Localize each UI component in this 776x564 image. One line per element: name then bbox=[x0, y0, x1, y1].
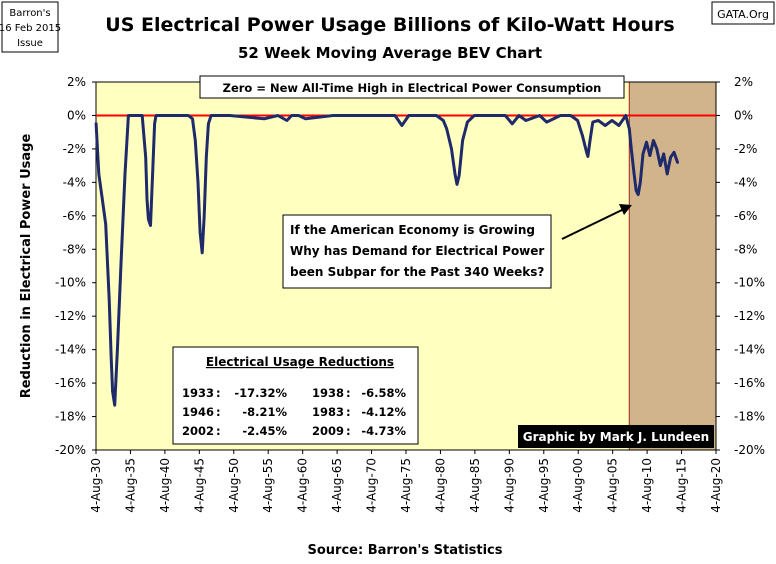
chart-title: US Electrical Power Usage Billions of Ki… bbox=[105, 14, 674, 36]
x-tick-label: 4-Aug-45 bbox=[192, 458, 206, 513]
y-tick-label: -12% bbox=[55, 309, 86, 323]
x-axis: 4-Aug-30 4-Aug-35 4-Aug-40 4-Aug-45 4-Aug-50… bbox=[89, 450, 723, 513]
x-tick-label: 4-Aug-95 bbox=[537, 458, 551, 513]
y-axis-right: 2% 0% -2% -4% -6% -8% -10% -12% -14% -16% -18% -20% bbox=[716, 75, 765, 457]
x-tick-label: 4-Aug-20 bbox=[709, 458, 723, 513]
y-tick-label: 2% bbox=[67, 75, 86, 89]
x-tick-label: 4-Aug-15 bbox=[675, 458, 689, 513]
source-line-1: Barron's bbox=[9, 8, 50, 19]
question-line-3: been Subpar for the Past 340 Weeks? bbox=[290, 265, 544, 279]
credit-box bbox=[711, 1, 775, 25]
reductions-row: 2002 : -2.45% 2009 : -4.73% bbox=[182, 424, 406, 438]
x-tick-label: 4-Aug-50 bbox=[227, 458, 241, 513]
x-tick-label: 4-Aug-55 bbox=[261, 458, 275, 513]
author-credit-box bbox=[518, 425, 714, 448]
y-tick-label: -18% bbox=[55, 410, 86, 424]
question-line-1: If the American Economy is Growing bbox=[290, 223, 535, 237]
y-axis-label: Reduction in Electrical Power Usage bbox=[19, 134, 34, 399]
row-left-colon: : bbox=[216, 386, 221, 400]
series-group bbox=[94, 114, 679, 407]
source-line-2: 16 Feb 2015 bbox=[0, 23, 61, 34]
author-credit-text: Graphic by Mark J. Lundeen bbox=[523, 430, 709, 444]
annotation-arrow bbox=[561, 208, 625, 240]
highlight-region bbox=[629, 82, 716, 450]
y-tick-label: -12% bbox=[734, 309, 765, 323]
y-tick-label: -2% bbox=[63, 142, 86, 156]
y-tick-label: -8% bbox=[63, 242, 86, 256]
reductions-row: 1933 : -17.32% 1938 : -6.58% bbox=[182, 386, 406, 400]
y-tick-label: -2% bbox=[734, 142, 757, 156]
row-right-year: 2009 bbox=[312, 424, 344, 438]
y-tick-label: -20% bbox=[734, 443, 765, 457]
annotation-arrowhead bbox=[619, 204, 632, 215]
y-tick-label: -18% bbox=[734, 410, 765, 424]
y-tick-label: -4% bbox=[734, 175, 757, 189]
row-left-colon: : bbox=[216, 424, 221, 438]
x-tick-label: 4-Aug-85 bbox=[468, 458, 482, 513]
y-tick-label: -6% bbox=[734, 209, 757, 223]
row-right-year: 1938 bbox=[312, 386, 344, 400]
row-left-value: -2.45% bbox=[242, 424, 287, 438]
y-tick-label: -4% bbox=[63, 175, 86, 189]
x-tick-label: 4-Aug-75 bbox=[399, 458, 413, 513]
series-line bbox=[94, 114, 679, 407]
y-axis-left: 2% 0% -2% -4% -6% -8% -10% -12% -14% -16% -18% -20% bbox=[55, 75, 96, 457]
reductions-row: 1946 : -8.21% 1983 : -4.12% bbox=[182, 405, 406, 419]
source-line-3: Issue bbox=[17, 38, 43, 49]
y-tick-label: -8% bbox=[734, 242, 757, 256]
y-tick-label: -20% bbox=[55, 443, 86, 457]
x-tick-label: 4-Aug-40 bbox=[158, 458, 172, 513]
x-tick-label: 4-Aug-80 bbox=[433, 458, 447, 513]
y-tick-label: -14% bbox=[55, 343, 86, 357]
row-right-value: -4.12% bbox=[361, 405, 406, 419]
row-left-value: -8.21% bbox=[242, 405, 287, 419]
x-tick-label: 4-Aug-00 bbox=[571, 458, 585, 513]
zero-note-box bbox=[199, 75, 625, 99]
row-left-colon: : bbox=[216, 405, 221, 419]
y-tick-label: -16% bbox=[734, 376, 765, 390]
row-right-year: 1983 bbox=[312, 405, 344, 419]
row-right-colon: : bbox=[346, 424, 351, 438]
row-left-year: 1946 bbox=[182, 405, 214, 419]
x-tick-label: 4-Aug-10 bbox=[640, 458, 654, 513]
row-left-value: -17.32% bbox=[234, 386, 287, 400]
row-right-colon: : bbox=[346, 405, 351, 419]
y-tick-label: -6% bbox=[63, 209, 86, 223]
y-tick-label: -16% bbox=[55, 376, 86, 390]
row-left-year: 1933 bbox=[182, 386, 214, 400]
x-tick-label: 4-Aug-35 bbox=[123, 458, 137, 513]
question-line-2: Why has Demand for Electrical Power bbox=[290, 244, 544, 258]
y-tick-label: 2% bbox=[734, 75, 753, 89]
credit-text: GATA.Org bbox=[717, 8, 769, 21]
y-tick-label: 0% bbox=[67, 108, 86, 122]
x-tick-label: 4-Aug-70 bbox=[365, 458, 379, 513]
y-tick-label: -10% bbox=[55, 276, 86, 290]
x-tick-label: 4-Aug-90 bbox=[502, 458, 516, 513]
x-tick-label: 4-Aug-05 bbox=[606, 458, 620, 513]
row-left-year: 2002 bbox=[182, 424, 214, 438]
question-box bbox=[282, 214, 552, 289]
x-axis-label: Source: Barron's Statistics bbox=[307, 543, 502, 558]
reductions-table-title: Electrical Usage Reductions bbox=[206, 355, 394, 369]
source-box bbox=[1, 1, 59, 53]
x-tick-label: 4-Aug-30 bbox=[89, 458, 103, 513]
y-tick-label: 0% bbox=[734, 108, 753, 122]
row-right-value: -4.73% bbox=[361, 424, 406, 438]
chart-subtitle: 52 Week Moving Average BEV Chart bbox=[238, 44, 542, 62]
reductions-table bbox=[172, 346, 419, 445]
zero-note-text: Zero = New All-Time High in Electrical P… bbox=[223, 81, 602, 95]
x-tick-label: 4-Aug-60 bbox=[296, 458, 310, 513]
row-right-colon: : bbox=[346, 386, 351, 400]
x-tick-label: 4-Aug-65 bbox=[330, 458, 344, 513]
y-tick-label: -10% bbox=[734, 276, 765, 290]
row-right-value: -6.58% bbox=[361, 386, 406, 400]
y-tick-label: -14% bbox=[734, 343, 765, 357]
